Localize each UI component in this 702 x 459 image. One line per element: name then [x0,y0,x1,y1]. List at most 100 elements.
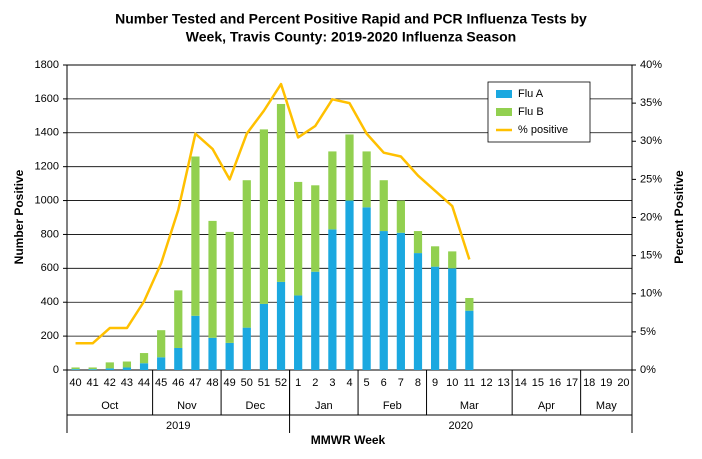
y2-tick-label: 10% [640,288,662,300]
bar [88,367,97,370]
x-tick-label: 8 [415,377,421,389]
x-tick-label: 43 [121,377,133,389]
y-tick-label: 400 [41,296,59,308]
bar [71,369,80,370]
y2-tick-label: 5% [640,326,656,338]
x-tick-label: 48 [206,377,218,389]
x-tick-label: 4 [346,377,352,389]
y-axis-title: Number Positive [12,169,26,264]
month-label: May [596,400,617,412]
y2-tick-label: 30% [640,135,662,147]
bar [430,266,440,370]
x-tick-label: 40 [69,377,81,389]
x-tick-label: 14 [515,377,527,389]
y2-tick-label: 35% [640,97,662,109]
bar [448,268,457,370]
bar [88,369,97,370]
x-tick-label: 7 [398,377,404,389]
x-tick-label: 3 [329,377,335,389]
bar [465,297,474,311]
bar [174,347,183,370]
legend-label: % positive [518,124,568,136]
x-tick-label: 44 [138,377,150,389]
y-tick-label: 0 [53,364,59,376]
year-label: 2019 [166,420,190,432]
y2-axis-title: Percent Positive [672,170,686,264]
x-tick-label: 20 [617,377,629,389]
bar [276,281,286,370]
bar [225,231,234,343]
bar [362,151,371,208]
legend-swatch [496,108,512,116]
bar [191,156,200,316]
x-tick-label: 42 [104,377,116,389]
x-tick-label: 46 [172,377,184,389]
chart-title: Number Tested and Percent Positive Rapid… [115,11,587,27]
bar [122,361,132,368]
x-tick-label: 41 [87,377,99,389]
bar [139,353,149,364]
bar [311,185,320,272]
bar [379,180,388,232]
bar [208,337,217,370]
bar [448,251,457,269]
bar [105,362,114,369]
bar [430,246,440,267]
bar [345,134,354,201]
x-tick-label: 17 [566,377,578,389]
bar [276,103,286,282]
x-tick-label: 51 [258,377,270,389]
x-tick-label: 52 [275,377,287,389]
x-tick-label: 9 [432,377,438,389]
bar [396,232,405,370]
line [75,82,471,345]
bar [242,180,251,328]
chart-title: Week, Travis County: 2019-2020 Influenza… [186,29,516,45]
bar [294,181,303,296]
bar [105,368,114,370]
bar [71,367,80,370]
bar [259,129,269,304]
bar [157,330,166,358]
bar [328,229,337,370]
bar [174,290,183,348]
x-tick-label: 10 [446,377,458,389]
x-tick-label: 2 [312,377,318,389]
month-label: Nov [177,400,197,412]
bar [413,253,423,370]
bar [362,207,371,370]
legend-label: Flu A [518,88,544,100]
legend-swatch [496,90,512,98]
bar [328,151,337,230]
x-tick-label: 45 [155,377,167,389]
bar [157,357,166,370]
x-tick-label: 1 [295,377,301,389]
x-tick-label: 15 [532,377,544,389]
bar [379,231,388,370]
bar [396,200,405,233]
y-tick-label: 1400 [35,127,59,139]
x-tick-label: 47 [189,377,201,389]
y-tick-label: 200 [41,330,59,342]
x-tick-label: 12 [480,377,492,389]
x-tick-label: 5 [364,377,370,389]
month-label: Jan [315,400,333,412]
month-label: Oct [101,400,118,412]
bar [294,295,303,370]
bar [139,363,149,370]
bar [345,200,354,370]
bar [413,231,423,254]
y2-tick-label: 25% [640,173,662,185]
y-tick-label: 1000 [35,194,59,206]
y-tick-label: 600 [41,262,59,274]
month-label: Dec [246,400,266,412]
bar [122,367,132,370]
y-tick-label: 1200 [35,161,59,173]
y2-tick-label: 0% [640,364,656,376]
x-tick-label: 18 [583,377,595,389]
y2-tick-label: 15% [640,250,662,262]
x-tick-label: 49 [224,377,236,389]
y-tick-label: 1600 [35,93,59,105]
x-tick-label: 11 [464,377,475,389]
